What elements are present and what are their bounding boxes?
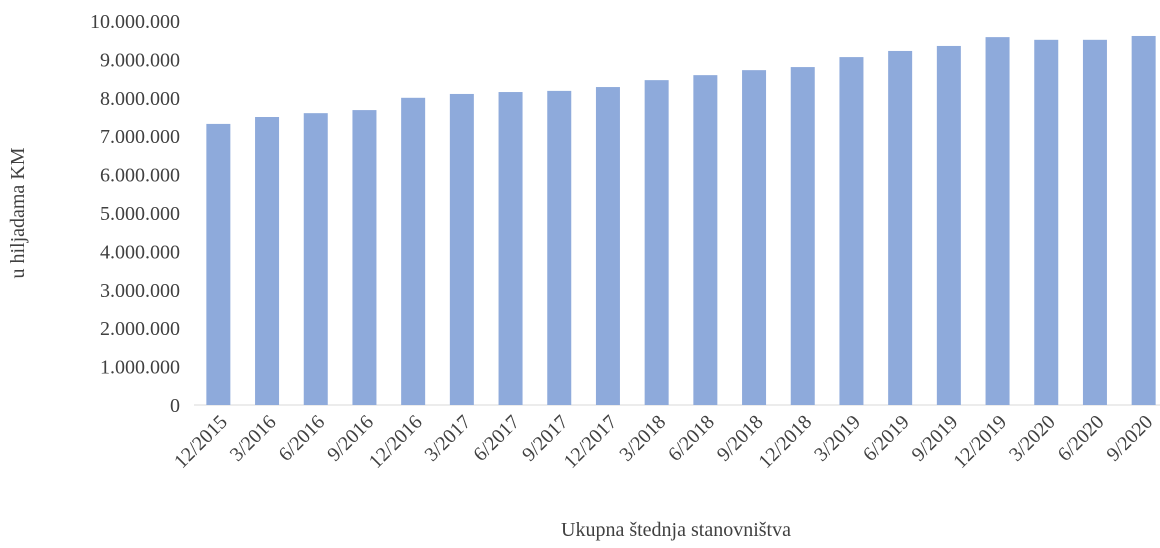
bar	[1082, 39, 1107, 405]
x-tick-label: 3/2020	[1005, 411, 1060, 466]
x-tick-label: 12/2016	[365, 411, 427, 473]
bar	[498, 92, 523, 405]
x-tick-label: 12/2018	[754, 411, 816, 473]
y-axis-label: u hiljadama KM	[7, 147, 29, 278]
bar	[449, 93, 474, 406]
bar	[1034, 39, 1059, 405]
bar	[206, 123, 231, 406]
x-tick-label: 9/2020	[1102, 411, 1157, 466]
bar	[255, 117, 280, 405]
bar	[985, 37, 1010, 406]
y-tick-label: 2.000.000	[100, 318, 180, 340]
bar	[352, 110, 377, 405]
x-tick-label: 6/2019	[859, 411, 914, 466]
y-tick-label: 1.000.000	[100, 357, 180, 379]
x-tick-label: 3/2018	[615, 411, 670, 466]
y-tick-label: 5.000.000	[100, 203, 180, 225]
chart-title: Ukupna štednja stanovništva	[561, 519, 791, 541]
bar	[1131, 35, 1156, 405]
bar	[547, 90, 572, 405]
y-tick-label: 8.000.000	[100, 88, 180, 110]
bar	[401, 97, 426, 406]
bar	[790, 67, 815, 405]
bar	[693, 75, 718, 406]
x-tick-label: 3/2017	[421, 411, 476, 466]
bar	[644, 80, 669, 406]
x-tick-label: 3/2019	[810, 411, 865, 466]
y-tick-label: 0	[170, 395, 180, 417]
bar	[742, 70, 767, 405]
bar	[839, 57, 864, 405]
x-tick-label: 6/2018	[664, 411, 719, 466]
y-tick-label: 10.000.000	[90, 11, 180, 33]
y-tick-label: 3.000.000	[100, 280, 180, 302]
x-tick-label: 12/2015	[170, 411, 232, 473]
bar	[936, 45, 961, 406]
y-tick-label: 6.000.000	[100, 165, 180, 187]
x-tick-label: 3/2016	[226, 411, 281, 466]
x-tick-label: 6/2017	[469, 411, 524, 466]
bar	[303, 113, 328, 405]
x-tick-label: 12/2017	[560, 411, 622, 473]
bar	[888, 50, 913, 406]
x-tick-label: 6/2016	[274, 411, 329, 466]
bar	[595, 87, 620, 405]
x-tick-label: 12/2019	[949, 411, 1011, 473]
y-tick-label: 7.000.000	[100, 126, 180, 148]
x-tick-label: 6/2020	[1054, 411, 1109, 466]
y-tick-label: 4.000.000	[100, 241, 180, 263]
y-tick-label: 9.000.000	[100, 49, 180, 71]
